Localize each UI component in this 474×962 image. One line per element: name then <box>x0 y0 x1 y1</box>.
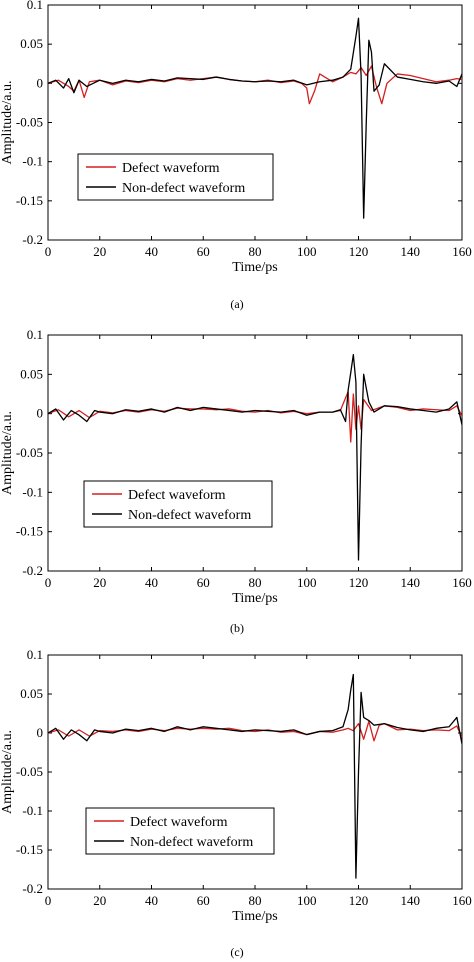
defect-waveform-line <box>48 65 462 105</box>
y-axis-title: Amplitude/a.u. <box>0 730 15 814</box>
x-tick-label: 140 <box>401 244 421 259</box>
x-tick-label: 160 <box>452 893 472 908</box>
y-tick-label: -0.2 <box>22 232 43 247</box>
plot-frame <box>47 4 463 241</box>
legend-label: Defect waveform <box>122 161 220 176</box>
panel-caption: (b) <box>230 621 244 635</box>
y-tick-label: -0.15 <box>16 193 43 208</box>
x-tick-label: 80 <box>249 893 262 908</box>
x-tick-label: 20 <box>93 575 106 590</box>
x-tick-label: 140 <box>401 893 421 908</box>
y-tick-label: -0.2 <box>22 881 43 896</box>
y-tick-label: -0.05 <box>16 764 43 779</box>
y-tick-label: 0.05 <box>20 36 43 51</box>
plot-frame <box>47 334 463 572</box>
defect-waveform-line <box>48 390 462 443</box>
y-tick-label: 0.05 <box>20 686 43 701</box>
x-tick-label: 140 <box>401 575 421 590</box>
y-tick-label: -0.15 <box>16 524 43 539</box>
x-tick-label: 120 <box>349 893 369 908</box>
x-tick-label: 0 <box>45 893 52 908</box>
panel-caption: (a) <box>230 297 243 311</box>
x-tick-label: 100 <box>297 244 317 259</box>
defect-waveform-line <box>48 720 462 742</box>
panel-caption: (c) <box>230 945 243 959</box>
legend-label: Non-defect waveform <box>122 181 245 196</box>
legend-label: Defect waveform <box>130 815 228 830</box>
legend-box <box>83 480 273 528</box>
x-tick-label: 60 <box>197 244 210 259</box>
x-axis-title: Time/ps <box>232 909 277 924</box>
y-tick-label: 0.05 <box>20 366 43 381</box>
x-axis-title: Time/ps <box>232 591 277 606</box>
x-tick-label: 80 <box>249 575 262 590</box>
y-tick-label: 0.1 <box>27 647 43 662</box>
y-tick-label: -0.2 <box>22 563 43 578</box>
x-tick-label: 60 <box>197 575 210 590</box>
x-tick-label: 100 <box>297 575 317 590</box>
legend-label: Defect waveform <box>128 488 226 503</box>
chart-panel-3: 0 20 40 60 80 100 120 140 160 0.1 0.05 0 -0.05 -0.1 -0… <box>0 647 472 959</box>
x-axis-title: Time/ps <box>232 260 277 275</box>
x-tick-label: 60 <box>197 893 210 908</box>
x-tick-label: 40 <box>145 575 158 590</box>
x-tick-label: 20 <box>93 893 106 908</box>
legend: Defect waveform Non-defect waveform <box>83 480 273 528</box>
x-tick-label: 160 <box>452 575 472 590</box>
x-tick-label: 100 <box>297 893 317 908</box>
chart-panel-2: 0 20 40 60 80 100 120 140 160 0.1 0.05 0 -0.05 -0.1 -0… <box>0 327 472 635</box>
non-defect-waveform-line <box>48 673 462 879</box>
y-tick-label: 0 <box>37 406 44 421</box>
legend-box <box>77 153 274 201</box>
x-tick-label: 160 <box>452 244 472 259</box>
non-defect-waveform-line <box>48 17 462 219</box>
legend-label: Non-defect waveform <box>130 835 253 850</box>
legend-box <box>85 807 275 855</box>
y-tick-label: 0.1 <box>27 0 43 12</box>
legend-label: Non-defect waveform <box>128 508 251 523</box>
legend: Defect waveform Non-defect waveform <box>85 807 275 855</box>
y-tick-label: 0 <box>37 725 44 740</box>
legend: Defect waveform Non-defect waveform <box>77 153 274 201</box>
x-tick-label: 40 <box>145 244 158 259</box>
x-tick-label: 40 <box>145 893 158 908</box>
x-tick-label: 0 <box>45 575 52 590</box>
y-axis-title: Amplitude/a.u. <box>0 81 15 165</box>
y-tick-label: 0.1 <box>27 327 43 342</box>
non-defect-waveform-line <box>48 354 462 561</box>
x-tick-label: 20 <box>93 244 106 259</box>
y-tick-label: -0.15 <box>16 842 43 857</box>
x-tick-label: 120 <box>349 575 369 590</box>
y-tick-label: -0.1 <box>22 154 43 169</box>
y-tick-label: -0.05 <box>16 115 43 130</box>
y-axis-title: Amplitude/a.u. <box>0 411 15 495</box>
x-tick-label: 80 <box>249 244 262 259</box>
x-tick-label: 120 <box>349 244 369 259</box>
y-tick-label: 0 <box>37 75 44 90</box>
chart-panel-1: 0 20 40 60 80 100 120 140 160 0.1 0.05 0 -0.05 -0.1 -0… <box>0 0 472 311</box>
x-tick-label: 0 <box>45 244 52 259</box>
y-tick-label: -0.1 <box>22 484 43 499</box>
y-tick-label: -0.05 <box>16 445 43 460</box>
y-tick-label: -0.1 <box>22 803 43 818</box>
